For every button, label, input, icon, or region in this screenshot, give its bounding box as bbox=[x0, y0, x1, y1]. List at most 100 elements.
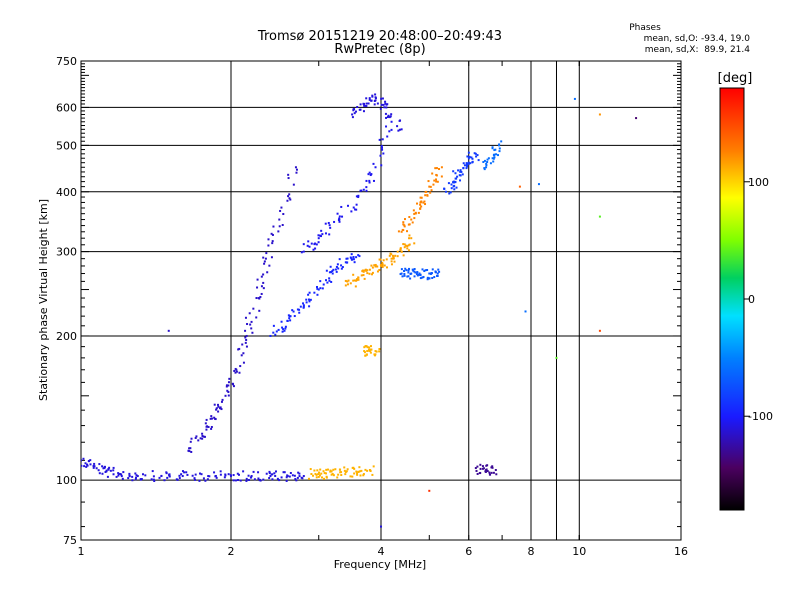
data-point bbox=[208, 475, 211, 478]
data-point bbox=[282, 471, 285, 474]
data-point bbox=[396, 125, 399, 128]
data-point bbox=[227, 384, 230, 387]
data-point bbox=[355, 195, 358, 198]
data-point bbox=[475, 155, 478, 158]
data-point bbox=[219, 473, 222, 476]
data-point bbox=[403, 225, 406, 228]
data-point bbox=[93, 462, 96, 465]
chart-title: Tromsø 20151219 20:48:00–20:49:43 bbox=[257, 29, 502, 44]
data-point bbox=[485, 468, 488, 471]
data-point bbox=[315, 243, 318, 246]
data-point bbox=[381, 263, 384, 266]
data-point bbox=[257, 297, 260, 300]
data-point bbox=[368, 97, 371, 100]
data-point bbox=[425, 190, 428, 193]
data-point bbox=[317, 475, 320, 478]
data-point bbox=[365, 102, 368, 105]
data-point bbox=[380, 146, 383, 149]
data-point bbox=[369, 351, 372, 354]
data-point bbox=[379, 107, 382, 110]
data-point bbox=[83, 465, 86, 468]
data-point bbox=[168, 473, 171, 476]
data-point bbox=[356, 106, 359, 109]
data-point bbox=[500, 140, 503, 143]
data-point bbox=[490, 466, 493, 469]
data-point bbox=[414, 271, 417, 274]
data-point bbox=[408, 234, 411, 237]
data-point bbox=[376, 102, 379, 105]
data-point bbox=[598, 329, 601, 332]
data-point bbox=[181, 475, 184, 478]
data-point bbox=[366, 346, 369, 349]
data-point bbox=[428, 489, 431, 492]
data-point bbox=[271, 233, 274, 236]
data-point bbox=[374, 93, 377, 96]
data-point bbox=[430, 272, 433, 275]
data-point bbox=[386, 116, 389, 119]
data-point bbox=[469, 162, 472, 165]
data-point bbox=[393, 260, 396, 263]
data-point bbox=[292, 183, 295, 186]
data-point bbox=[339, 468, 342, 471]
data-point bbox=[350, 253, 353, 256]
data-point bbox=[413, 268, 416, 271]
data-point bbox=[373, 99, 376, 102]
data-point bbox=[368, 469, 371, 472]
data-point bbox=[250, 327, 253, 330]
y-tick-label: 200 bbox=[56, 330, 77, 343]
data-point bbox=[259, 295, 262, 298]
data-point bbox=[183, 471, 186, 474]
data-point bbox=[362, 188, 365, 191]
data-point bbox=[340, 264, 343, 267]
y-tick-label: 300 bbox=[56, 246, 77, 259]
data-point bbox=[141, 473, 144, 476]
data-point bbox=[345, 261, 348, 264]
data-point bbox=[493, 153, 496, 156]
data-point bbox=[436, 180, 439, 183]
data-point bbox=[178, 474, 181, 477]
data-point bbox=[424, 269, 427, 272]
data-point bbox=[312, 474, 315, 477]
data-point bbox=[482, 160, 485, 163]
data-point bbox=[98, 463, 101, 466]
data-point bbox=[473, 152, 476, 155]
data-point bbox=[488, 471, 491, 474]
data-point bbox=[385, 106, 388, 109]
data-point bbox=[397, 230, 400, 233]
data-point bbox=[364, 268, 367, 271]
data-point bbox=[318, 474, 321, 477]
data-point bbox=[351, 466, 354, 469]
data-point bbox=[330, 280, 333, 283]
data-point bbox=[470, 156, 473, 159]
data-point bbox=[112, 469, 115, 472]
data-point bbox=[282, 328, 285, 331]
data-point bbox=[205, 428, 208, 431]
data-point bbox=[421, 276, 424, 279]
data-point bbox=[435, 180, 438, 183]
data-point bbox=[237, 348, 240, 351]
data-point bbox=[201, 434, 204, 437]
data-point bbox=[260, 275, 263, 278]
data-point bbox=[178, 477, 181, 480]
data-point bbox=[465, 167, 468, 170]
data-point bbox=[92, 466, 95, 469]
data-point bbox=[236, 472, 239, 475]
data-point bbox=[428, 185, 431, 188]
data-point bbox=[128, 475, 131, 478]
data-point bbox=[317, 241, 320, 244]
data-point bbox=[280, 206, 283, 209]
data-point bbox=[467, 162, 470, 165]
data-point bbox=[344, 279, 347, 282]
data-point bbox=[347, 279, 350, 282]
data-point bbox=[452, 181, 455, 184]
data-point bbox=[246, 323, 249, 326]
data-point bbox=[158, 476, 161, 479]
data-point bbox=[345, 257, 348, 260]
data-point bbox=[454, 172, 457, 175]
data-point bbox=[255, 316, 258, 319]
data-point bbox=[220, 400, 223, 403]
data-point bbox=[343, 469, 346, 472]
data-point bbox=[308, 245, 311, 248]
data-point bbox=[150, 478, 153, 481]
data-point bbox=[320, 476, 323, 479]
